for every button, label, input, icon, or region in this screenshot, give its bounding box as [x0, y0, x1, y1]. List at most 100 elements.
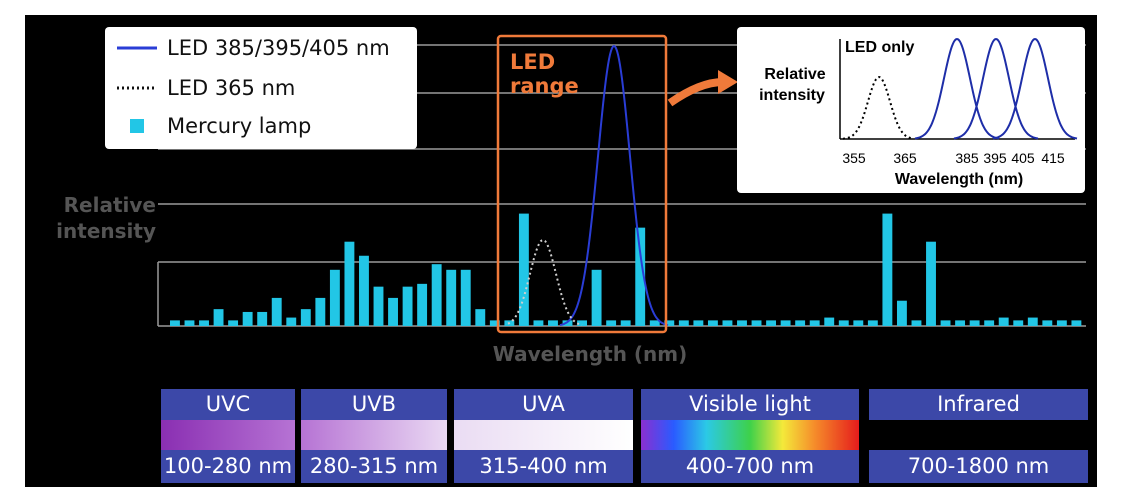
- mercury-bar: [446, 269, 457, 326]
- mercury-bar: [271, 297, 282, 326]
- square-icon: [115, 119, 159, 133]
- mercury-bar: [417, 283, 428, 326]
- band-range: 315-400 nm: [454, 450, 633, 483]
- led-range-box: [496, 34, 668, 334]
- inset-tick-label: 405: [1011, 150, 1035, 166]
- mercury-bar: [359, 255, 369, 326]
- mercury-bar: [518, 213, 529, 326]
- x-axis-label: Wavelength (nm): [492, 342, 688, 366]
- mercury-bar: [1071, 320, 1082, 326]
- band-range: 700-1800 nm: [869, 450, 1088, 483]
- mercury-bar: [882, 213, 893, 326]
- inset-tick-label: 365: [893, 150, 917, 166]
- mercury-bar: [577, 320, 587, 326]
- mercury-bar: [1042, 320, 1053, 326]
- mercury-bar: [795, 320, 806, 326]
- band-gradient: [869, 420, 1088, 450]
- inset-ylabel-1: Relative: [764, 66, 825, 83]
- mercury-bar: [315, 297, 326, 326]
- mercury-bar: [170, 320, 180, 326]
- mercury-bar: [591, 269, 602, 326]
- band-uvb: UVB 280-315 nm: [301, 389, 447, 483]
- inset-canvas: LED only Relative intensity 355 365 385 395…: [759, 37, 1078, 188]
- legend: LED 385/395/405 nm LED 365 nm Mercury la…: [105, 27, 417, 149]
- mercury-bar: [184, 320, 195, 326]
- band-gradient: [641, 420, 859, 450]
- mercury-bar: [853, 320, 864, 326]
- mercury-bar: [475, 309, 486, 326]
- mercury-bar: [489, 320, 500, 326]
- mercury-bar: [606, 320, 617, 326]
- mercury-bar: [984, 320, 995, 326]
- inset-chart: LED only Relative intensity 355 365 385 395…: [737, 27, 1085, 193]
- mercury-bar: [838, 320, 849, 326]
- mercury-bar: [649, 320, 660, 326]
- mercury-bar: [998, 317, 1009, 326]
- legend-item-led-365: LED 365 nm: [115, 73, 295, 103]
- led-arrow: [667, 70, 738, 107]
- inset-led-385-curve: [914, 37, 1000, 140]
- mercury-bar: [911, 320, 922, 326]
- mercury-bar: [286, 317, 297, 326]
- mercury-bar: [737, 320, 747, 326]
- mercury-bar: [751, 320, 762, 326]
- band-infrared: Infrared 700-1800 nm: [869, 389, 1088, 483]
- mercury-bar: [940, 320, 951, 326]
- inset-ylabel-2: intensity: [759, 87, 825, 104]
- led-range-label: LED range: [510, 50, 579, 98]
- band-gradient: [454, 420, 633, 450]
- band-name: Infrared: [869, 389, 1088, 420]
- inset-curves: [842, 37, 1078, 140]
- mercury-bar: [300, 309, 311, 326]
- mercury-bar: [373, 286, 384, 326]
- mercury-bar: [1027, 317, 1038, 326]
- legend-label: LED 365 nm: [167, 76, 296, 100]
- mercury-bar: [1013, 320, 1024, 326]
- led-385-curve: [559, 44, 669, 327]
- led-365-curve: [507, 238, 583, 326]
- mercury-bar: [213, 309, 224, 326]
- led-range-rect: [496, 34, 668, 334]
- mercury-bars: [170, 213, 1082, 326]
- inset-tick-label: 415: [1041, 150, 1065, 166]
- y-axis-label: Relative intensity: [56, 193, 156, 243]
- mercury-bar: [955, 320, 966, 326]
- mercury-bar: [780, 320, 791, 326]
- mercury-bar: [693, 320, 704, 326]
- inset-ticks: 355 365 385 395 405 415: [842, 150, 1065, 166]
- mercury-bar: [1056, 320, 1067, 326]
- band-name: UVB: [301, 389, 447, 420]
- inset-led-365-curve: [842, 75, 914, 140]
- mercury-bar: [969, 320, 980, 326]
- band-name: Visible light: [641, 389, 859, 420]
- band-range: 280-315 nm: [301, 450, 447, 483]
- mercury-bar: [664, 320, 675, 326]
- legend-item-led-385: LED 385/395/405 nm: [115, 33, 390, 63]
- mercury-bar: [388, 297, 398, 326]
- band-gradient: [161, 420, 295, 450]
- mercury-bar: [926, 241, 936, 326]
- inset-led-405-curve: [992, 37, 1078, 140]
- solid-line-icon: [115, 46, 159, 50]
- legend-label: Mercury lamp: [167, 114, 312, 138]
- mercury-bar: [766, 320, 777, 326]
- mercury-bar: [329, 269, 340, 326]
- mercury-bar: [809, 320, 820, 326]
- led-curves: [507, 44, 669, 327]
- mercury-bar: [867, 320, 878, 326]
- mercury-bar: [620, 320, 631, 326]
- inset-tick-label: 385: [955, 150, 979, 166]
- inset-tick-label: 395: [983, 150, 1007, 166]
- arrow-head: [718, 70, 738, 94]
- mercury-bar: [431, 264, 442, 326]
- band-uva: UVA 315-400 nm: [454, 389, 633, 483]
- band-name: UVA: [454, 389, 633, 420]
- legend-label: LED 385/395/405 nm: [167, 36, 390, 60]
- mercury-bar: [344, 241, 355, 326]
- band-visible: Visible light 400-700 nm: [641, 389, 859, 483]
- mercury-bar: [548, 320, 558, 326]
- mercury-bar: [533, 320, 544, 326]
- inset-title: LED only: [845, 39, 914, 56]
- mercury-bar: [402, 286, 413, 326]
